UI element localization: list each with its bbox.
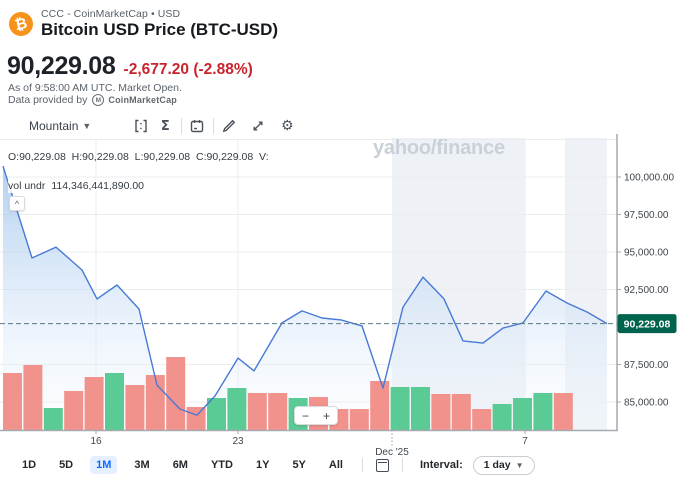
- range-button-5y[interactable]: 5Y: [292, 459, 306, 471]
- volume-bar: [431, 394, 451, 430]
- range-button-5d[interactable]: 5D: [59, 459, 74, 471]
- volume-bar: [43, 408, 63, 430]
- volume-bar: [247, 393, 267, 430]
- as-of-timestamp: As of 9:58:00 AM UTC. Market Open.: [8, 82, 182, 94]
- y-axis-tick-label: 87,500.00: [624, 360, 669, 371]
- custom-date-range-icon[interactable]: [375, 458, 389, 472]
- price-area-fill: [3, 166, 607, 430]
- page-title: Bitcoin USD Price (BTC-USD): [41, 20, 279, 39]
- y-axis-tick-label: 92,500.00: [624, 285, 669, 296]
- chevron-down-icon: ▼: [515, 460, 524, 470]
- current-price-badge: [617, 314, 677, 334]
- summation-icon[interactable]: Σ: [160, 118, 170, 134]
- range-button-all[interactable]: All: [328, 459, 343, 471]
- volume-legend-value: 114,346,441,890.00: [51, 180, 145, 192]
- zoom-control: − +: [294, 406, 338, 425]
- volume-bar: [105, 373, 124, 430]
- current-price-badge-label: 90,229.08: [624, 318, 671, 330]
- volume-bar: [186, 407, 206, 430]
- volume-bar: [145, 375, 165, 430]
- price-change: -2,677.20 (-2.88%): [123, 61, 253, 78]
- volume-bar: [227, 388, 247, 430]
- y-axis-tick-label: 85,000.00: [624, 398, 669, 409]
- range-button-3m[interactable]: 3M: [134, 459, 150, 471]
- interval-value: 1 day: [483, 459, 511, 471]
- fullscreen-expand-icon[interactable]: [250, 118, 266, 134]
- volume-legend: vol undr 114,346,441,890.00: [8, 179, 148, 193]
- volume-bar: [533, 393, 553, 430]
- y-axis-tick-label: 95,000.00: [624, 248, 669, 259]
- range-button-1d[interactable]: 1D: [22, 459, 37, 471]
- volume-bar: [553, 393, 573, 430]
- settings-gear-icon[interactable]: ⚙: [281, 118, 294, 134]
- toolbar-divider: [213, 118, 215, 134]
- volume-bar: [3, 373, 22, 430]
- indicators-icon[interactable]: [133, 118, 149, 134]
- volume-bar: [492, 404, 512, 430]
- yahoo-finance-watermark: yahoo/finance: [373, 137, 505, 159]
- volume-bar: [23, 365, 43, 430]
- draw-pencil-icon[interactable]: [221, 118, 237, 134]
- volume-bar: [268, 393, 288, 430]
- volume-bar: [472, 409, 492, 430]
- x-axis-tick-label: 16: [90, 436, 102, 447]
- volume-bar: [411, 387, 430, 430]
- coinmarketcap-logo-icon: M: [92, 94, 105, 106]
- volume-bar: [451, 394, 471, 430]
- price-line: [2, 165, 608, 416]
- zoom-in-button[interactable]: +: [316, 407, 337, 424]
- chart-toolbar: Mountain ▼ Σ: [0, 114, 617, 138]
- x-axis-tick-label: 7: [522, 436, 528, 447]
- range-toolbar: 1D 5D 1M 3M 6M YTD 1Y 5Y All Interval: 1 day ▼: [0, 453, 680, 477]
- provider-name-link[interactable]: CoinMarketCap: [108, 95, 178, 105]
- volume-bar: [207, 398, 226, 430]
- range-button-6m[interactable]: 6M: [172, 459, 188, 471]
- y-axis-tick-label: 97,500.00: [624, 210, 669, 221]
- bitcoin-glyph: ₿: [12, 13, 29, 34]
- chart-type-dropdown[interactable]: Mountain ▼: [29, 119, 91, 133]
- volume-bar: [64, 391, 84, 430]
- volume-bar: [370, 381, 390, 430]
- x-axis-tick-label: 23: [232, 436, 244, 447]
- data-provider-row: Data provided by M CoinMarketCap: [8, 94, 177, 106]
- range-button-1m[interactable]: 1M: [90, 456, 118, 474]
- volume-bar: [513, 398, 532, 430]
- range-button-ytd[interactable]: YTD: [210, 459, 233, 471]
- toolbar-divider: [361, 458, 363, 472]
- bitcoin-logo-icon: ₿: [9, 12, 33, 36]
- volume-bar: [390, 387, 410, 430]
- volume-legend-label: vol undr: [8, 180, 46, 192]
- toolbar-divider: [181, 118, 183, 134]
- collapse-panel-button[interactable]: ^: [9, 196, 25, 211]
- volume-bar: [166, 357, 186, 430]
- volume-bar: [84, 377, 104, 430]
- current-price: 90,229.08: [7, 52, 116, 80]
- zoom-out-button[interactable]: −: [295, 407, 316, 424]
- interval-dropdown[interactable]: 1 day ▼: [472, 455, 535, 475]
- calendar-icon[interactable]: [189, 118, 205, 134]
- chart-type-label: Mountain: [29, 119, 79, 133]
- chevron-down-icon: ▼: [82, 121, 92, 131]
- volume-bar: [125, 385, 145, 430]
- interval-label: Interval:: [419, 459, 463, 471]
- price-row: 90,229.08 -2,677.20 (-2.88%): [7, 52, 253, 81]
- breadcrumb: CCC - CoinMarketCap • USD: [41, 8, 181, 20]
- provider-prefix-label: Data provided by: [8, 94, 88, 106]
- range-button-1y[interactable]: 1Y: [255, 459, 270, 471]
- toolbar-divider: [401, 458, 403, 472]
- y-axis-tick-label: 100,000.00: [624, 173, 674, 184]
- volume-bar: [349, 409, 369, 430]
- x-axis-tick-label: Dec '25: [375, 447, 409, 458]
- ohlc-legend: O:90,229.08 H:90,229.08 L:90,229.08 C:90…: [8, 151, 269, 163]
- price-chart-plot-area[interactable]: 100,000.00 97,500.00 95,000.00 92,500.00 87,…: [0, 130, 680, 470]
